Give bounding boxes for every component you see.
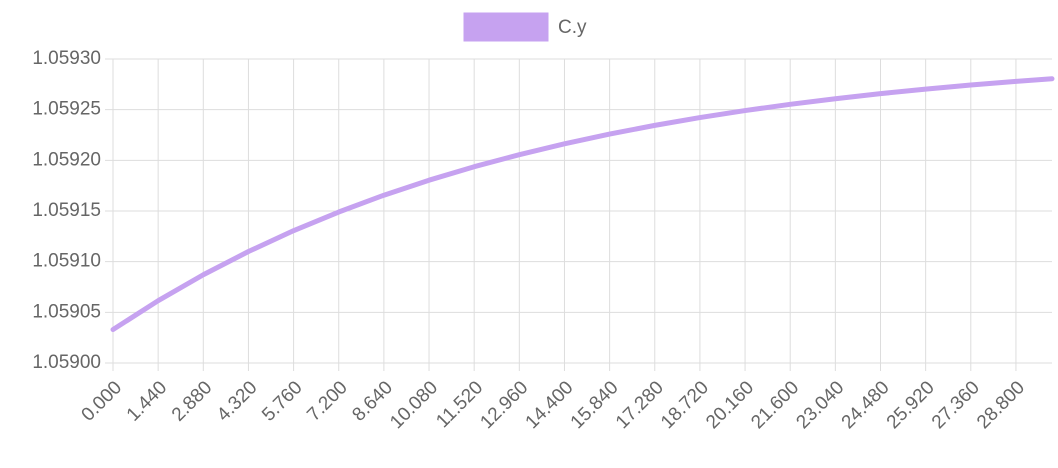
x-tick-label: 25.920 xyxy=(883,377,939,433)
y-tick-label: 1.05915 xyxy=(32,200,101,221)
x-tick-label: 1.440 xyxy=(123,377,171,425)
x-tick-label: 4.320 xyxy=(213,377,261,425)
legend-label: C.y xyxy=(558,17,587,38)
x-tick-label: 23.040 xyxy=(792,377,848,433)
x-tick-label: 10.080 xyxy=(386,377,442,433)
y-tick-label: 1.05900 xyxy=(32,352,101,373)
y-tick-label: 1.05925 xyxy=(32,99,101,120)
x-tick-label: 21.600 xyxy=(747,377,803,433)
x-tick-label: 12.960 xyxy=(476,377,532,433)
y-tick-label: 1.05920 xyxy=(32,149,101,170)
x-tick-label: 11.520 xyxy=(432,377,487,432)
data-line xyxy=(110,76,1055,333)
x-tick-label: 17.280 xyxy=(612,377,668,433)
y-tick-label: 1.05905 xyxy=(32,301,101,322)
x-tick-label: 5.760 xyxy=(258,377,306,425)
x-tick-label: 14.400 xyxy=(522,377,578,433)
x-tick-label: 0.000 xyxy=(78,377,126,425)
legend-swatch xyxy=(463,12,549,42)
x-tick-label: 18.720 xyxy=(657,377,713,433)
x-tick-label: 28.800 xyxy=(973,377,1029,433)
y-tick-label: 1.05930 xyxy=(32,48,101,69)
x-tick-label: 15.840 xyxy=(567,377,623,433)
x-tick-label: 2.880 xyxy=(168,377,216,425)
x-tick-label: 20.160 xyxy=(702,377,758,433)
x-tick-label: 27.360 xyxy=(928,377,984,433)
x-tick-label: 24.480 xyxy=(838,377,894,433)
y-tick-label: 1.05910 xyxy=(32,251,101,272)
x-tick-label: 7.200 xyxy=(303,377,351,425)
